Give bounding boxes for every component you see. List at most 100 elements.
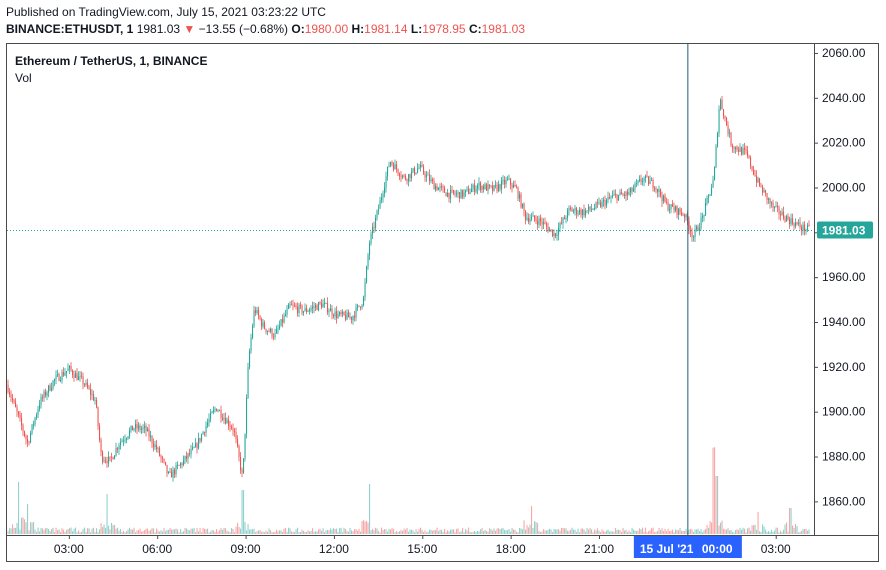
volume-bar: [150, 529, 152, 534]
volume-bar: [378, 531, 380, 534]
volume-bar: [90, 532, 92, 534]
candle-body: [10, 394, 12, 398]
candle-body: [30, 433, 32, 443]
volume-bar: [31, 522, 33, 534]
candle-body: [244, 433, 246, 459]
candle-body: [100, 439, 102, 452]
candle-body: [327, 302, 329, 313]
volume-bar: [99, 529, 101, 534]
high-value: 1981.14: [364, 22, 408, 36]
volume-bar: [721, 520, 723, 534]
volume-bar: [787, 531, 789, 534]
candle-body: [207, 422, 209, 426]
candle-body: [721, 99, 723, 110]
candle-body: [489, 184, 491, 186]
candle-body: [331, 308, 333, 316]
volume-bar: [300, 532, 302, 534]
volume-bar: [13, 527, 15, 534]
price-axis[interactable]: 2060.002040.002020.002000.001980.001960.…: [814, 46, 866, 508]
candle-body: [543, 222, 545, 225]
candle-body: [249, 350, 251, 368]
candle-body: [648, 176, 650, 185]
volume-bar: [426, 532, 428, 534]
volume-label: Vol: [15, 71, 32, 85]
last-price-tag-bg: [817, 221, 873, 239]
volume-bar: [213, 530, 215, 534]
candle-body: [583, 209, 585, 216]
volume-bar: [361, 521, 363, 534]
candle-body: [277, 328, 279, 330]
candle-body: [735, 146, 737, 150]
candle-body: [612, 195, 614, 198]
volume-bar: [808, 529, 810, 534]
volume-bar: [603, 531, 605, 534]
volume-bar: [574, 529, 576, 534]
volume-bar: [238, 527, 240, 534]
volume-bar: [765, 529, 767, 534]
volume-bar: [67, 529, 69, 534]
volume-bar: [193, 527, 195, 534]
volume-bar: [459, 532, 461, 534]
volume-bar: [612, 531, 614, 534]
volume-bar: [354, 529, 356, 534]
candle-body: [267, 330, 269, 332]
candle-body: [739, 147, 741, 152]
last-price-tag: 1981.03: [817, 221, 873, 239]
volume-bar: [396, 530, 398, 534]
candle-body: [94, 399, 96, 401]
candle-body: [708, 195, 710, 198]
volume-bar: [207, 528, 209, 534]
candle-body: [361, 305, 363, 308]
candle-body: [340, 312, 342, 315]
candle-body: [133, 428, 135, 431]
candle-body: [298, 304, 300, 313]
volume-bar: [525, 529, 527, 534]
candle-body: [379, 200, 381, 209]
candle-body: [46, 392, 48, 396]
candle-body: [210, 413, 212, 419]
volume-bar: [733, 532, 735, 534]
volume-bar: [61, 528, 63, 534]
candle-body: [9, 392, 11, 395]
volume-bar: [613, 531, 615, 534]
candle-body: [570, 208, 572, 209]
volume-bar: [462, 528, 464, 534]
volume-bar: [303, 530, 305, 534]
candle-body: [762, 186, 764, 193]
candle-body: [235, 432, 237, 440]
candle-body: [15, 401, 17, 408]
candle-body: [657, 188, 659, 193]
volume-bar: [468, 527, 470, 534]
candle-body: [190, 449, 192, 455]
candle-body: [619, 192, 621, 195]
crosshair-time-label: 00:00: [702, 542, 733, 556]
candle-body: [688, 221, 690, 230]
candle-body: [27, 439, 29, 443]
volume-bar: [244, 522, 246, 534]
time-axis[interactable]: 03:00 06:00 09:00 12:00 15:00 18:00 21:00 03:00: [54, 535, 791, 556]
volume-bar: [156, 528, 158, 534]
volume-bar: [771, 529, 773, 534]
time-tick-label: 21:00: [584, 542, 614, 556]
volume-bar: [639, 528, 641, 534]
candle-body: [273, 336, 275, 338]
candle-body: [526, 217, 528, 220]
volume-bar: [181, 532, 183, 534]
candle-body: [642, 181, 644, 183]
candle-body: [231, 427, 233, 429]
volume-bar: [597, 528, 599, 534]
volume-bar: [712, 447, 714, 534]
candle-body: [52, 380, 54, 389]
volume-bar: [235, 526, 237, 534]
volume-bar: [669, 531, 671, 534]
candle-body: [345, 314, 347, 320]
candle-body: [507, 179, 509, 180]
candle-body: [781, 211, 783, 216]
volume-bar: [559, 530, 561, 534]
candle-body: [87, 382, 89, 388]
candle-body: [519, 194, 521, 199]
candle-body: [454, 193, 456, 195]
candle-body: [391, 162, 393, 165]
symbol-label[interactable]: BINANCE:ETHUSDT, 1: [6, 22, 134, 36]
